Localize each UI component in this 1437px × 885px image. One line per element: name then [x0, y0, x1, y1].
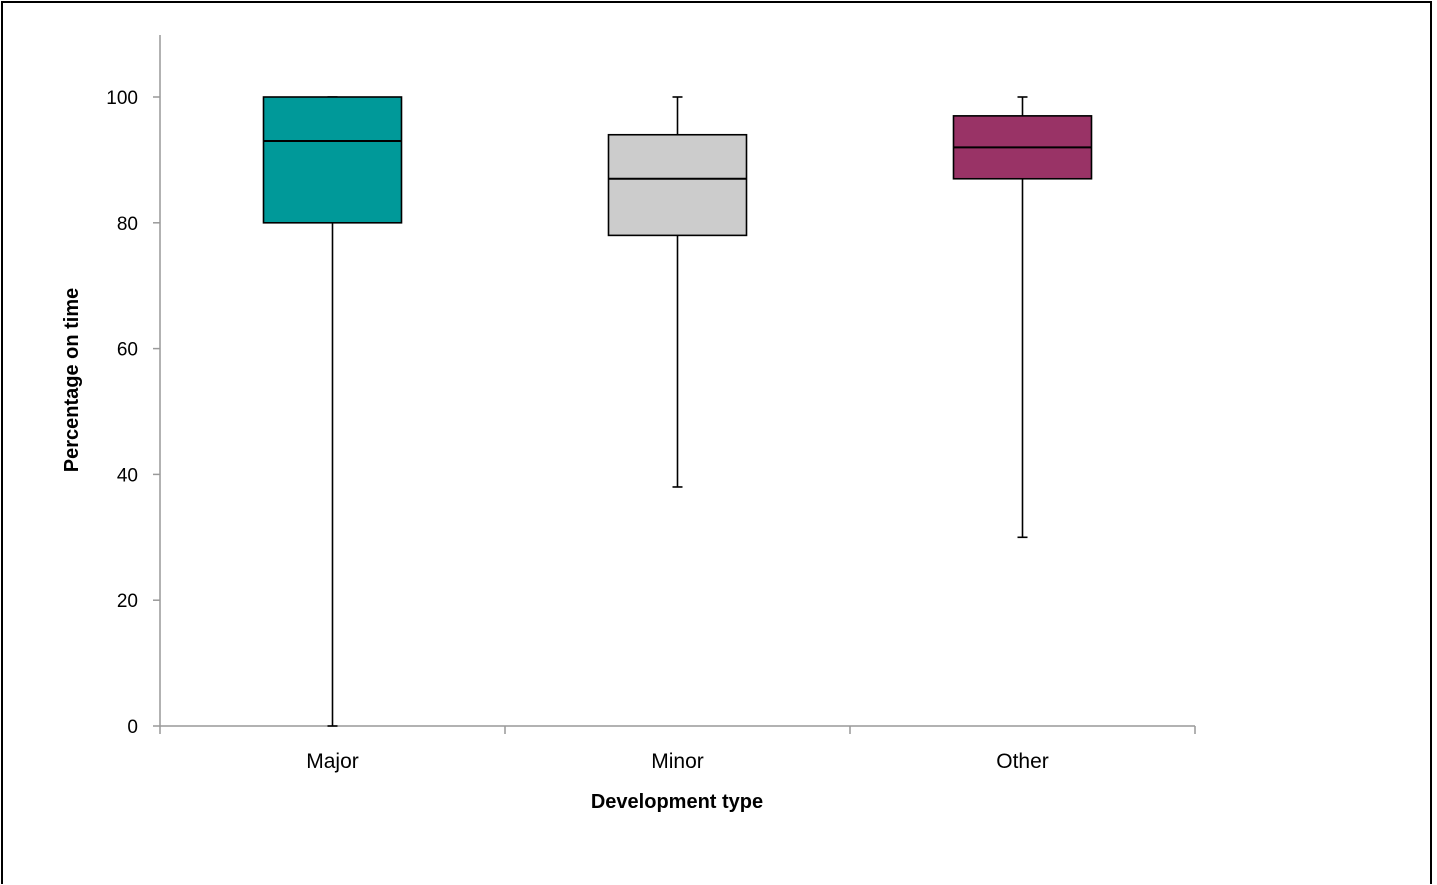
y-tick-label: 40 [117, 465, 138, 486]
boxes [262, 96, 1093, 727]
box-minor [607, 96, 748, 488]
y-axis-title: Percentage on time [61, 288, 83, 473]
y-tick-label: 100 [106, 88, 138, 109]
x-category-label: Minor [651, 750, 704, 773]
x-axis-title: Development type [591, 791, 763, 813]
box-other [952, 96, 1093, 539]
y-tick-label: 80 [117, 214, 138, 235]
iqr-box [262, 96, 403, 224]
box-major [262, 96, 403, 727]
iqr-box [607, 133, 748, 237]
x-category-label: Major [306, 750, 359, 773]
y-tick-label: 0 [127, 717, 138, 738]
y-tick-label: 60 [117, 340, 138, 361]
x-category-label: Other [996, 750, 1049, 773]
y-tick-label: 20 [117, 591, 138, 612]
